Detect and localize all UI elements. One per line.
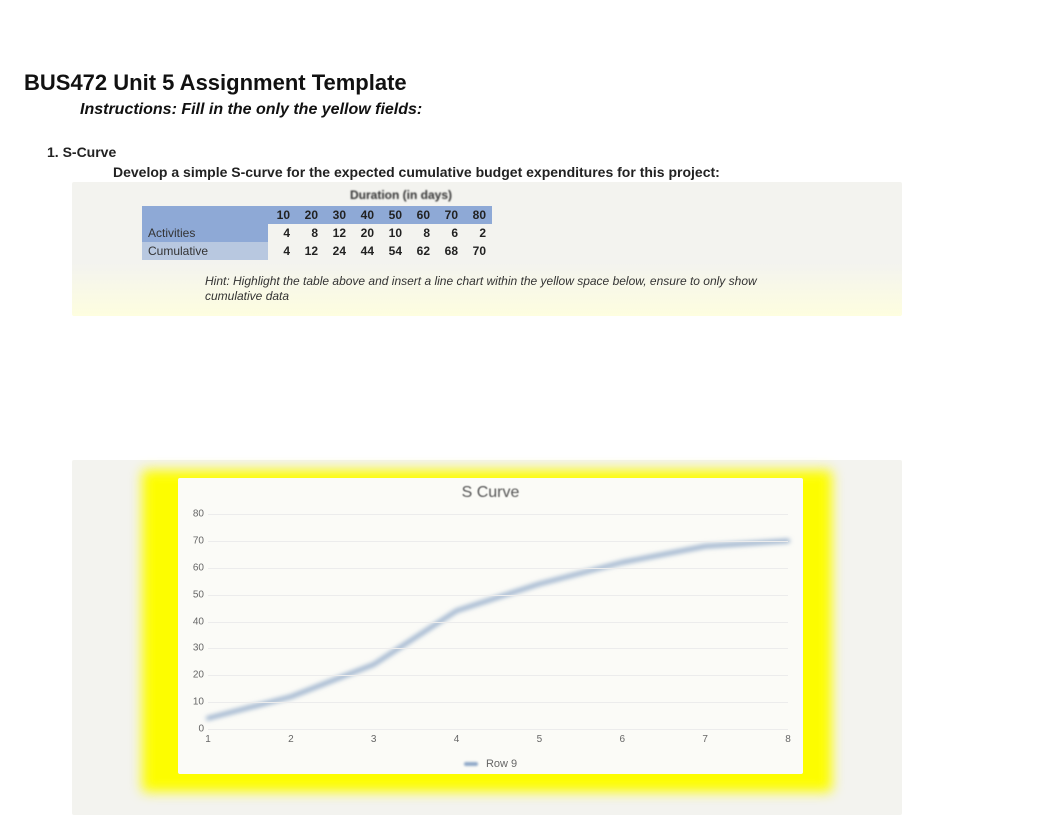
x-tick-label: 7 [702,734,708,745]
table-cell: 10 [380,224,408,242]
table-row-label: Activities [142,224,268,242]
page-title: BUS472 Unit 5 Assignment Template [24,70,407,96]
table-cell: 12 [324,224,352,242]
table-col-header: 10 [268,206,296,224]
table-header-row: 1020304050607080 [142,206,492,224]
table-cell: 62 [408,242,436,260]
table-col-header: 30 [324,206,352,224]
table-cell: 54 [380,242,408,260]
x-tick-label: 1 [205,734,211,745]
grid-line [208,702,788,703]
table-col-header: 50 [380,206,408,224]
instructions-text: Instructions: Fill in the only the yello… [80,101,422,119]
grid-line [208,648,788,649]
table-cell: 8 [408,224,436,242]
x-tick-label: 4 [454,734,460,745]
x-tick-label: 6 [620,734,626,745]
y-tick-label: 50 [186,589,204,600]
x-tick-label: 8 [785,734,791,745]
table-cell: 24 [324,242,352,260]
develop-prompt: Develop a simple S-curve for the expecte… [113,164,720,180]
section-label: 1. S-Curve [47,144,116,160]
table-col-header: 60 [408,206,436,224]
y-tick-label: 80 [186,509,204,520]
y-tick-label: 70 [186,535,204,546]
hint-text: Hint: Highlight the table above and inse… [205,274,785,304]
grid-line [208,514,788,515]
grid-line [208,541,788,542]
duration-header: Duration (in days) [350,188,452,202]
y-tick-label: 20 [186,670,204,681]
table-corner [142,206,268,224]
y-tick-label: 10 [186,697,204,708]
grid-line [208,675,788,676]
y-tick-label: 0 [186,724,204,735]
x-tick-label: 2 [288,734,294,745]
table-cell: 8 [296,224,324,242]
table-row: Cumulative412244454626870 [142,242,492,260]
table-cell: 12 [296,242,324,260]
table-row: Activities48122010862 [142,224,492,242]
y-tick-label: 40 [186,616,204,627]
table-cell: 70 [464,242,492,260]
y-tick-label: 60 [186,562,204,573]
table-col-header: 80 [464,206,492,224]
table-cell: 4 [268,224,296,242]
table-col-header: 40 [352,206,380,224]
table-cell: 2 [464,224,492,242]
grid-line [208,595,788,596]
plot-area: 0102030405060708012345678 [208,514,788,729]
table-cell: 4 [268,242,296,260]
table-col-header: 70 [436,206,464,224]
table-cell: 20 [352,224,380,242]
chart-legend: Row 9 [178,758,803,770]
legend-label: Row 9 [486,758,517,770]
table-cell: 68 [436,242,464,260]
grid-line [208,622,788,623]
grid-line [208,568,788,569]
table-col-header: 20 [296,206,324,224]
data-table: 1020304050607080 Activities48122010862Cu… [142,206,492,260]
legend-marker-icon [464,762,478,766]
y-tick-label: 30 [186,643,204,654]
table-row-label: Cumulative [142,242,268,260]
x-tick-label: 3 [371,734,377,745]
table-cell: 6 [436,224,464,242]
chart-title: S Curve [178,484,803,502]
grid-line [208,729,788,730]
table-cell: 44 [352,242,380,260]
x-tick-label: 5 [537,734,543,745]
chart-panel: S Curve 0102030405060708012345678 Row 9 [178,478,803,774]
